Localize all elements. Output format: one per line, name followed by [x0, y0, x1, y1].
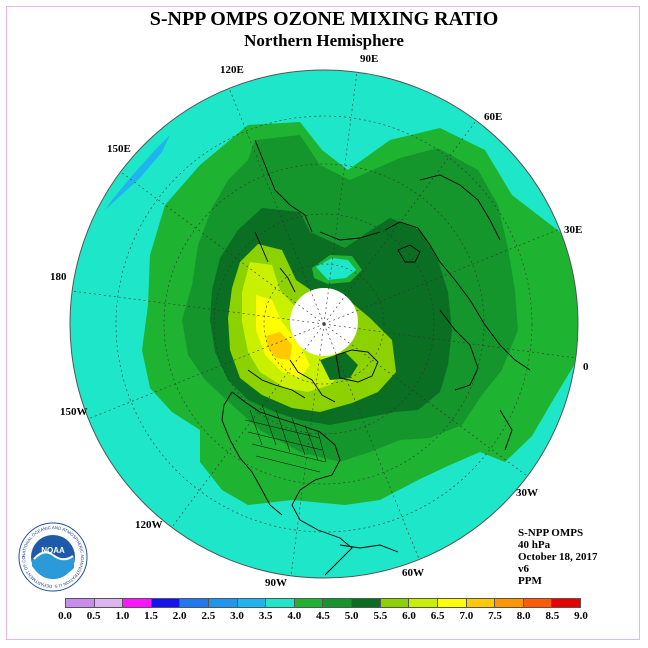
colorbar-ticks: 0.0 0.5 1.0 1.5 2.0 2.5 3.0 3.5 4.0 4.5 5.0 5.5 6.0 6…	[0, 610, 648, 624]
colorbar-tick-label: 8.5	[545, 610, 560, 622]
lon-label-0: 0	[583, 361, 589, 373]
colorbar-segment	[151, 599, 181, 607]
info-version: v6	[518, 563, 529, 575]
colorbar-tick-label: 9.0	[574, 610, 588, 622]
state-borders	[244, 404, 327, 473]
colorbar-tick-label: 7.0	[459, 610, 474, 622]
colorbar-segment	[266, 599, 295, 607]
graticule	[71, 71, 577, 577]
logo-name: NOAA	[41, 546, 65, 555]
colorbar-segment	[495, 599, 524, 607]
colorbar-segment	[94, 599, 124, 607]
colorbar-tick-label: 6.0	[402, 610, 416, 622]
contour-3-5-inner	[316, 258, 356, 280]
lon-label-120e: 120E	[220, 64, 244, 76]
lon-label-30e: 30E	[564, 224, 582, 236]
colorbar-segment	[237, 599, 267, 607]
colorbar-tick-label: 3.5	[258, 610, 273, 622]
colorbar-tick-label: 0.0	[58, 610, 72, 622]
colorbar-tick-label: 2.5	[201, 610, 216, 622]
info-pressure: 40 hPa	[518, 539, 551, 551]
colorbar-tick-label: 0.5	[86, 610, 101, 622]
colorbar-tick-label: 6.5	[430, 610, 445, 622]
colorbar-segment	[552, 599, 580, 607]
colorbar-segment	[466, 599, 496, 607]
colorbar-tick-label: 2.0	[172, 610, 187, 622]
colorbar-segment	[123, 599, 152, 607]
colorbar-tick-label: 1.0	[115, 610, 130, 622]
lon-label-180: 180	[50, 271, 67, 283]
colorbar-segment	[380, 599, 410, 607]
page-title: S-NPP OMPS OZONE MIXING RATIO	[149, 8, 499, 30]
lon-label-150e: 150E	[107, 143, 131, 155]
contour-7-0	[266, 332, 292, 360]
longitude-labels: 90E 60E 30E 0 30W 60W 90W 120W 150W 180 …	[50, 53, 589, 589]
colorbar	[65, 598, 581, 608]
lon-label-30w: 30W	[516, 487, 538, 499]
colorbar-segment	[66, 599, 95, 607]
lon-label-60w: 60W	[402, 567, 424, 579]
lon-label-90w: 90W	[265, 577, 287, 589]
noaa-logo: NOAA NATIONAL OCEANIC AND ATMOSPHERIC AD…	[18, 522, 88, 592]
lon-label-60e: 60E	[484, 111, 502, 123]
colorbar-tick-label: 4.0	[287, 610, 302, 622]
info-units: PPM	[518, 575, 542, 587]
lon-label-120w: 120W	[135, 519, 163, 531]
image-frame	[6, 6, 640, 640]
map-border	[69, 69, 579, 579]
colorbar-tick-label: 8.0	[516, 610, 531, 622]
logo-wave	[32, 551, 74, 579]
coastlines	[221, 139, 531, 576]
contour-3-0	[105, 135, 170, 210]
info-instrument: S-NPP OMPS	[518, 527, 584, 539]
colorbar-segment	[323, 599, 353, 607]
colorbar-segment	[352, 599, 381, 607]
colorbar-tick-label: 5.0	[344, 610, 359, 622]
lon-label-150w: 150W	[60, 406, 88, 418]
colorbar-segment	[437, 599, 467, 607]
info-date: October 18, 2017	[518, 551, 598, 563]
colorbar-segment	[180, 599, 210, 607]
colorbar-segment	[409, 599, 438, 607]
colorbar-tick-label: 4.5	[316, 610, 330, 622]
colorbar-segment	[294, 599, 324, 607]
colorbar-tick-label: 7.5	[488, 610, 502, 622]
colorbar-tick-label: 1.5	[144, 610, 158, 622]
colorbar-segment	[209, 599, 238, 607]
lon-label-90e: 90E	[360, 53, 378, 65]
logo-gull	[33, 551, 74, 561]
map-info: S-NPP OMPS 40 hPa October 18, 2017 v6 PP…	[518, 527, 598, 587]
colorbar-segment	[523, 599, 553, 607]
contour-5-0-inner	[320, 352, 358, 380]
colorbar-tick-label: 5.5	[373, 610, 388, 622]
page-subtitle: Northern Hemisphere	[244, 31, 404, 50]
colorbar-tick-label: 3.0	[230, 610, 244, 622]
ozone-contours	[70, 70, 578, 578]
